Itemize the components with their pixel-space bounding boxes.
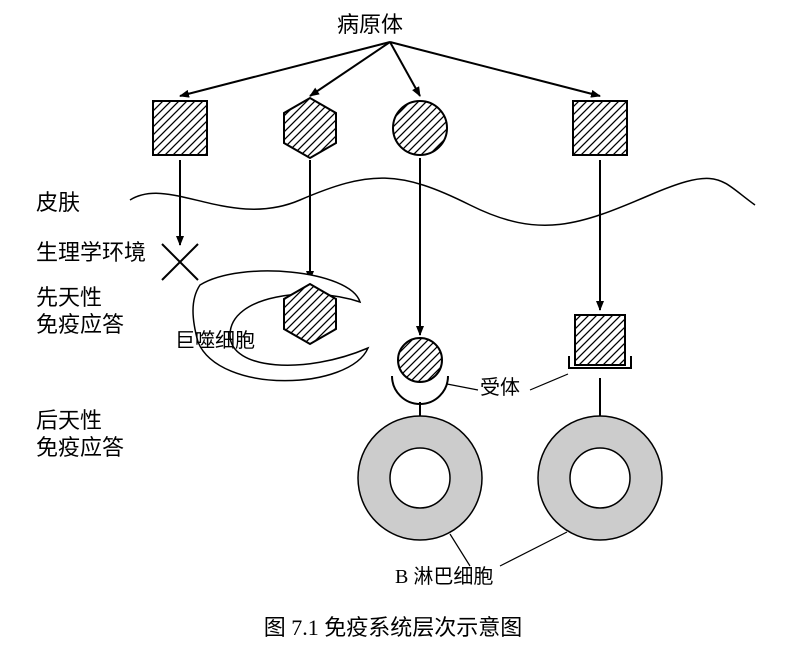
skin-curve (130, 178, 755, 225)
pathogen-circle-1 (393, 101, 447, 155)
pathogen-label: 病原体 (337, 12, 403, 37)
macrophage-shape (193, 271, 368, 381)
pathogen-hexagon-1 (284, 98, 336, 158)
bcell-ring-0 (358, 416, 482, 540)
adaptive-label: 免疫应答 (36, 435, 124, 460)
receptor-connector-0 (447, 384, 478, 390)
figure-caption: 图 7.1 免疫系统层次示意图 (264, 615, 523, 640)
innate-label: 免疫应答 (36, 312, 124, 337)
pathogen-square-3 (575, 315, 625, 365)
pathogen-square-2 (573, 101, 627, 155)
pathogen-arrow-1 (310, 42, 390, 96)
bcell-label: B 淋巴细胞 (395, 565, 493, 588)
bcell-ring-1 (538, 416, 662, 540)
macrophage-label: 巨噬细胞 (175, 329, 255, 352)
pathogen-arrow-2 (390, 42, 420, 96)
pathogen-square-1 (153, 101, 207, 155)
physio-label: 生理学环境 (36, 240, 146, 265)
bcell-connector-0 (450, 534, 470, 566)
bcell-connector-1 (500, 532, 567, 566)
pathogen-arrow-0 (180, 42, 390, 96)
pathogen-circle-2 (398, 338, 442, 382)
adaptive-label: 后天性 (36, 408, 102, 433)
pathogen-arrow-3 (390, 42, 600, 96)
receptor-label: 受体 (480, 376, 520, 399)
innate-label: 先天性 (36, 285, 102, 310)
skin-label: 皮肤 (36, 190, 80, 215)
receptor-connector-1 (530, 374, 568, 390)
